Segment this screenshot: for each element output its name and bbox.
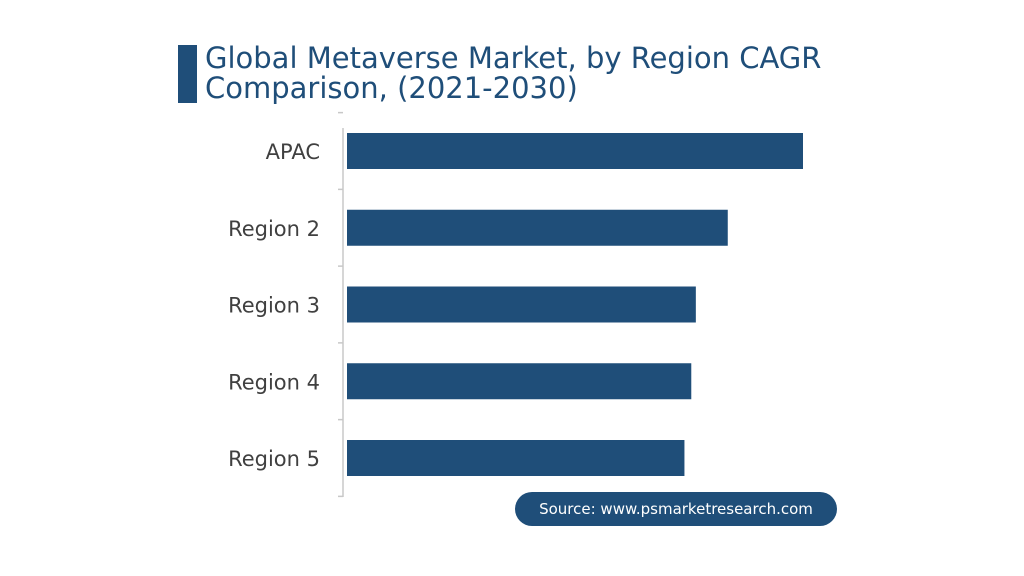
bar-region-5 bbox=[347, 440, 685, 476]
category-label-region-2: Region 2 bbox=[228, 217, 320, 241]
source-badge: Source: www.psmarketresearch.com bbox=[515, 492, 837, 526]
chart-title: Global Metaverse Market, by Region CAGR … bbox=[205, 43, 865, 103]
bar-region-3 bbox=[347, 286, 696, 323]
bar-apac bbox=[347, 133, 803, 169]
bar-region-4 bbox=[347, 363, 692, 400]
category-label-region-4: Region 4 bbox=[228, 370, 320, 394]
category-label-region-5: Region 5 bbox=[228, 447, 320, 471]
title-accent-bar bbox=[178, 45, 197, 103]
category-label-apac: APAC bbox=[266, 140, 320, 164]
chart-title-line-1: Global Metaverse Market, by Region CAGR bbox=[205, 41, 822, 75]
bar-region-2 bbox=[347, 209, 728, 246]
category-label-region-3: Region 3 bbox=[228, 294, 320, 318]
chart-title-line-2: Comparison, (2021-2030) bbox=[205, 71, 578, 105]
